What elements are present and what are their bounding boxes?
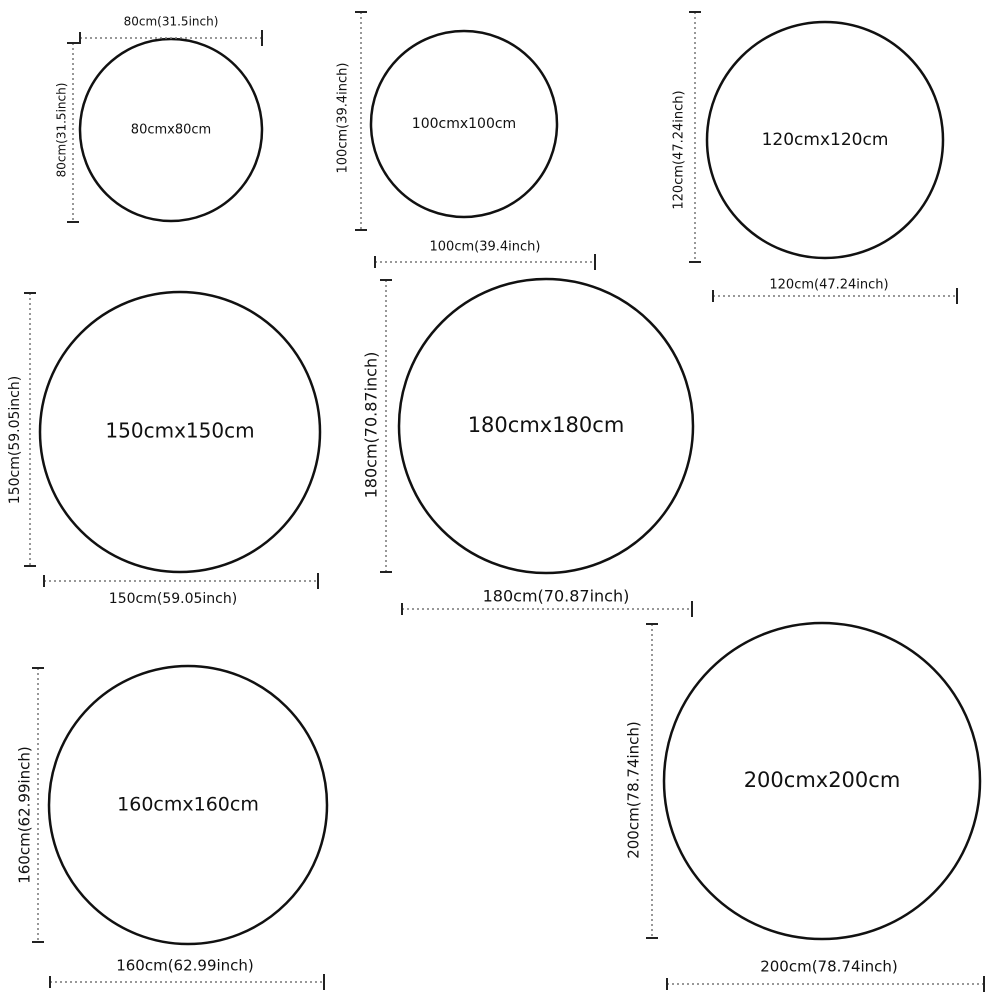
rug-circle (369, 29, 559, 219)
height-label: 80cm(31.5inch) (55, 83, 69, 178)
height-label: 180cm(70.87inch) (362, 352, 381, 499)
width-label: 120cm(47.24inch) (769, 278, 888, 293)
size-label: 200cmx200cm (744, 768, 901, 792)
rug-circle (78, 37, 264, 223)
size-label: 150cmx150cm (105, 419, 254, 443)
height-label: 100cm(39.4inch) (336, 63, 351, 174)
size-label: 80cmx80cm (131, 123, 211, 138)
width-label: 100cm(39.4inch) (430, 240, 541, 255)
rug-circle (705, 20, 945, 260)
rug-circle (662, 621, 982, 941)
width-label: 180cm(70.87inch) (483, 587, 630, 606)
width-label: 160cm(62.99inch) (116, 957, 254, 975)
size-label: 120cmx120cm (762, 130, 889, 150)
rug-circle (397, 277, 695, 575)
height-label: 150cm(59.05inch) (7, 376, 23, 504)
width-label: 200cm(78.74inch) (760, 958, 898, 976)
size-label: 100cmx100cm (412, 116, 516, 132)
width-label: 80cm(31.5inch) (124, 15, 219, 29)
height-label: 200cm(78.74inch) (625, 721, 643, 859)
height-label: 160cm(62.99inch) (16, 746, 34, 884)
rug-circle (47, 664, 329, 946)
rug-circle (38, 290, 322, 574)
height-label: 120cm(47.24inch) (672, 90, 687, 209)
size-label: 160cmx160cm (117, 794, 259, 816)
size-label: 180cmx180cm (468, 413, 625, 437)
width-label: 150cm(59.05inch) (109, 591, 237, 607)
